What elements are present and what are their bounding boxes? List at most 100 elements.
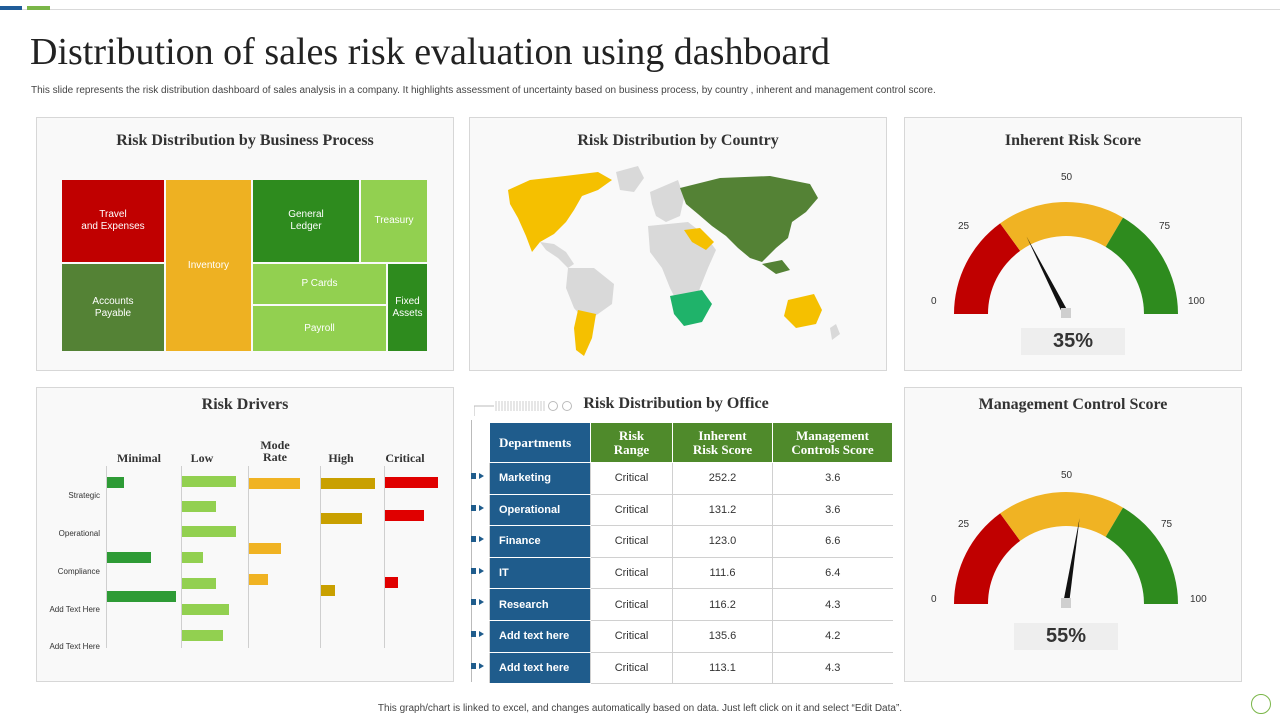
inherent-gauge-segment-1 [1000, 202, 1124, 251]
office-cell-inherent: 252.2 [672, 462, 773, 495]
risk-drivers-bar [182, 604, 229, 615]
treemap-cell[interactable]: Travel and Expenses [61, 179, 165, 263]
business-process-title: Risk Distribution by Business Process [116, 132, 374, 149]
risk-drivers-bar [107, 477, 124, 488]
management-gauge-title: Management Control Score [978, 396, 1168, 413]
map-africa-south [670, 290, 712, 326]
office-header-controls[interactable]: Management Controls Score [772, 422, 893, 463]
inherent-gauge-hub [1061, 308, 1071, 318]
management-gauge-needle [1063, 518, 1080, 605]
management-gauge-value: 55% [1014, 623, 1118, 650]
row-arrow-icon [471, 473, 484, 479]
treemap-cell[interactable]: General Ledger [252, 179, 360, 263]
map-middle-east [684, 228, 714, 250]
risk-drivers-bar [107, 591, 176, 602]
accent-bar-blue [0, 6, 22, 10]
management-gauge-hub [1061, 598, 1071, 608]
office-cell-department: Marketing [489, 462, 591, 495]
treemap-cell[interactable]: Inventory [165, 179, 252, 352]
map-north-america [508, 172, 612, 252]
office-cell-inherent: 131.2 [672, 494, 773, 527]
risk-drivers-bar [182, 578, 216, 589]
table-row[interactable]: Research Critical 116.2 4.3 [489, 588, 893, 621]
office-cell-control: 6.4 [772, 557, 893, 590]
inherent-gauge-tick-100: 100 [1188, 296, 1205, 307]
corner-circle-icon [1251, 694, 1271, 714]
office-table-left-rule [471, 420, 472, 682]
management-gauge [954, 492, 1178, 608]
risk-drivers-bar [385, 477, 438, 488]
table-row[interactable]: Add text here Critical 113.1 4.3 [489, 652, 893, 685]
treemap-cell[interactable]: P Cards [252, 263, 387, 305]
table-row[interactable]: Marketing Critical 252.2 3.6 [489, 462, 893, 495]
table-row[interactable]: Finance Critical 123.0 6.6 [489, 525, 893, 558]
management-gauge-tick-75: 75 [1161, 519, 1173, 530]
inherent-gauge [954, 202, 1178, 318]
risk-drivers-row-add-text-1: Add Text Here [49, 605, 100, 614]
treemap-cell[interactable]: Fixed Assets [387, 263, 428, 352]
inherent-gauge-value: 35% [1021, 328, 1125, 355]
inherent-gauge-segment-2 [1105, 217, 1178, 314]
inherent-gauge-segment-0 [954, 223, 1021, 314]
risk-drivers-bar [321, 513, 362, 524]
office-cell-control: 4.3 [772, 652, 893, 685]
treemap-cell[interactable]: Accounts Payable [61, 263, 165, 352]
office-cell-range: Critical [590, 525, 673, 558]
office-header-departments[interactable]: Departments [489, 422, 591, 463]
country-panel: Risk Distribution by Country [469, 117, 887, 371]
risk-drivers-row-compliance: Compliance [57, 567, 100, 576]
risk-drivers-bar [385, 510, 424, 521]
office-cell-department: Add text here [489, 620, 591, 653]
map-greenland [616, 166, 644, 192]
office-cell-department: Research [489, 588, 591, 621]
office-cell-inherent: 113.1 [672, 652, 773, 685]
inherent-gauge-tick-25: 25 [958, 221, 970, 232]
row-arrow-icon [471, 504, 484, 511]
row-arrow-icon [471, 567, 484, 574]
map-south-america-north [566, 268, 614, 322]
treemap-cell[interactable]: Payroll [252, 305, 387, 352]
risk-drivers-gridline [106, 466, 107, 648]
office-cell-range: Critical [590, 620, 673, 653]
table-row[interactable]: IT Critical 111.6 6.4 [489, 557, 893, 590]
table-row[interactable]: Add text here Critical 135.6 4.2 [489, 620, 893, 653]
table-row[interactable]: Operational Critical 131.2 3.6 [489, 494, 893, 527]
management-gauge-segment-0 [954, 513, 1021, 604]
office-table: Departments Risk Range Inherent Risk Sco… [489, 422, 893, 685]
management-gauge-segment-2 [1105, 507, 1178, 604]
accent-bar-green [27, 6, 50, 10]
office-header-inherent[interactable]: Inherent Risk Score [672, 422, 773, 463]
world-map[interactable] [470, 118, 888, 372]
map-europe [650, 180, 684, 222]
risk-drivers-bar [321, 478, 375, 489]
row-arrow-icon [471, 536, 484, 543]
risk-drivers-bar [182, 476, 236, 487]
office-cell-range: Critical [590, 652, 673, 685]
management-gauge-tick-50: 50 [1061, 470, 1073, 481]
office-cell-control: 3.6 [772, 494, 893, 527]
office-header-risk-range[interactable]: Risk Range [590, 422, 673, 463]
office-title-decoration [474, 401, 572, 416]
office-cell-department: Operational [489, 494, 591, 527]
office-cell-control: 3.6 [772, 462, 893, 495]
inherent-gauge-needle [1026, 236, 1069, 316]
map-central-america [540, 242, 574, 268]
risk-drivers-gridline [248, 466, 249, 648]
treemap-cell[interactable]: Treasury [360, 179, 428, 263]
page-subtitle: This slide represents the risk distribut… [31, 85, 936, 96]
risk-drivers-bar [249, 574, 268, 585]
office-cell-range: Critical [590, 494, 673, 527]
office-cell-department: Finance [489, 525, 591, 558]
row-arrow-icon [471, 599, 484, 606]
page-title: Distribution of sales risk evaluation us… [30, 31, 830, 73]
risk-drivers-row-add-text-2: Add Text Here [49, 642, 100, 651]
top-rule [0, 9, 1280, 10]
management-gauge-tick-0: 0 [931, 594, 937, 605]
office-cell-inherent: 135.6 [672, 620, 773, 653]
row-arrow-icon [471, 662, 484, 669]
office-title: Risk Distribution by Office [583, 395, 769, 412]
map-south-america-south [574, 310, 596, 356]
office-cell-inherent: 111.6 [672, 557, 773, 590]
risk-drivers-bar [249, 478, 300, 489]
office-cell-inherent: 123.0 [672, 525, 773, 558]
